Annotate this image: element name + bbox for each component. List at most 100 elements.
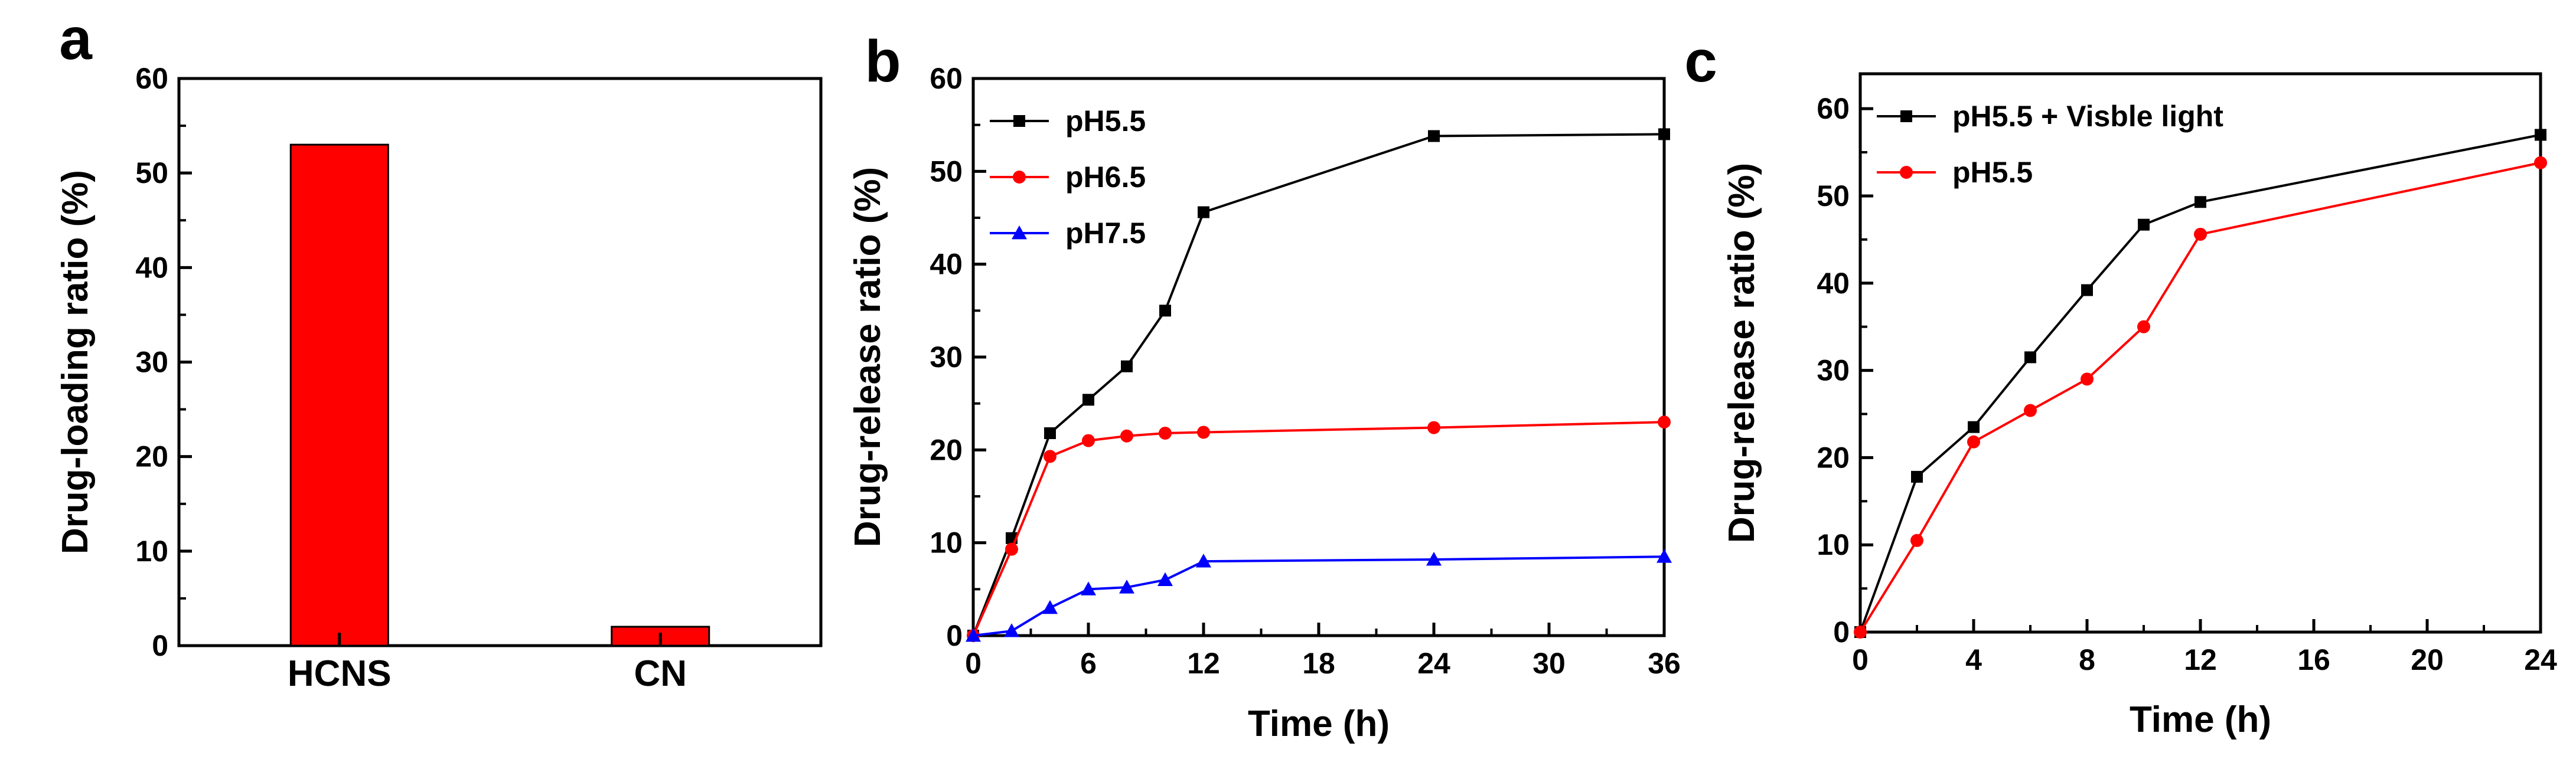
data-point-ph6-5 (1120, 429, 1133, 443)
y-tick-label: 30 (930, 341, 963, 374)
y-tick-label: 20 (930, 433, 963, 466)
legend-marker-ph5-5-visble-light (1900, 110, 1912, 122)
data-point-ph5-5-visble-light (2138, 218, 2150, 231)
data-point-ph5-5-visble-light (1911, 470, 1923, 483)
data-point-ph5-5 (2534, 156, 2547, 169)
data-point-ph7-5 (1657, 549, 1672, 563)
x-tick-label: 6 (1080, 647, 1097, 680)
data-point-ph6-5 (1197, 426, 1210, 439)
y-tick-label: 0 (946, 619, 963, 652)
data-point-ph6-5 (1658, 415, 1671, 429)
y-axis-title: Drug-release ratio (%) (1721, 163, 1762, 543)
data-point-ph5-5 (1910, 534, 1923, 547)
y-tick-label: 10 (135, 535, 168, 568)
data-point-ph7-5 (1004, 623, 1019, 637)
x-axis-title: Time (h) (2130, 699, 2271, 740)
panel-letter-b: b (865, 28, 901, 94)
y-tick-label: 30 (135, 346, 168, 379)
panel-letter-a: a (59, 6, 93, 72)
legend-label-ph5-5-visble-light: pH5.5 + Visble light (1952, 100, 2223, 133)
x-tick-label: 0 (1852, 643, 1869, 676)
x-axis-title: Time (h) (1248, 703, 1390, 744)
data-point-ph5-5 (2194, 227, 2207, 241)
y-tick-label: 10 (1817, 528, 1850, 561)
legend-marker-ph5-5 (1900, 166, 1913, 179)
data-point-ph5-5 (2081, 372, 2094, 386)
x-tick-label: 0 (965, 647, 982, 680)
y-tick-label: 40 (135, 251, 168, 284)
y-tick-label: 60 (930, 62, 963, 95)
data-point-ph7-5 (1119, 580, 1134, 594)
legend-label-ph5-5: pH5.5 (1065, 104, 1146, 138)
x-tick-label: 12 (2184, 643, 2217, 676)
data-point-ph5-5-visble-light (1968, 421, 1980, 433)
data-point-ph5-5 (1159, 305, 1171, 317)
data-point-ph7-5 (1081, 581, 1096, 595)
x-tick-label: 36 (1648, 647, 1681, 680)
y-tick-label: 50 (930, 155, 963, 188)
data-point-ph5-5 (2024, 404, 2037, 417)
y-tick-label: 50 (135, 156, 168, 189)
panel-b: b 0 10 20 30 40 50 60 Drug-release ratio (%) 0 6 1… (847, 28, 1681, 744)
plot-frame (177, 77, 823, 647)
y-tick-label: 10 (930, 526, 963, 559)
legend-marker-ph5-5 (1013, 115, 1025, 127)
data-point-ph5-5 (1082, 394, 1094, 406)
y-axis-title: Drug-release ratio (%) (847, 167, 888, 547)
x-tick-label: 30 (1532, 647, 1566, 680)
y-tick-label: 0 (1833, 616, 1850, 649)
data-point-ph7-5 (1196, 554, 1211, 568)
data-point-ph7-5 (1157, 572, 1173, 586)
panel-c: c 0 10 20 30 40 50 60 Drug-release ratio (%) 0 4 8… (1684, 28, 2557, 740)
data-point-ph5-5 (1658, 128, 1670, 140)
data-point-ph5-5 (1198, 206, 1209, 218)
data-point-ph6-5 (1044, 450, 1057, 463)
series-line-ph5-5-visble-light (1859, 133, 2541, 633)
legend-marker-ph7-5 (1012, 225, 1027, 240)
x-tick-label: 18 (1302, 647, 1335, 680)
y-tick-label: 0 (152, 629, 168, 662)
data-point-ph5-5 (1854, 626, 1867, 639)
x-tick-label: 8 (2079, 643, 2095, 676)
data-point-ph6-5 (1427, 421, 1440, 434)
y-tick-label: 20 (135, 440, 168, 473)
y-tick-label: 20 (1817, 441, 1850, 474)
y-tick-label: 60 (135, 62, 168, 95)
data-point-ph5-5 (2137, 320, 2150, 333)
legend-label-ph5-5: pH5.5 (1952, 156, 2033, 189)
data-point-ph5-5-visble-light (2535, 129, 2546, 141)
x-tick-label: 12 (1187, 647, 1220, 680)
y-tick-label: 40 (930, 248, 963, 281)
panel-a: a 0 10 20 30 40 50 60 Drug-loading ratio (%) HCN… (55, 6, 823, 694)
x-tick-label: 16 (2297, 643, 2330, 676)
data-point-ph5-5 (1967, 435, 1980, 449)
x-tick-label: 24 (2524, 643, 2557, 676)
data-point-ph6-5 (1082, 434, 1095, 447)
data-point-ph7-5 (1426, 551, 1442, 566)
data-point-ph5-5-visble-light (2195, 196, 2206, 208)
panel-letter-c: c (1684, 28, 1717, 94)
x-tick-label: 20 (2411, 643, 2444, 676)
series-line-ph6-5 (972, 421, 1665, 636)
bar-hcns (289, 143, 389, 647)
data-point-ph5-5-visble-light (2081, 284, 2093, 296)
data-point-ph5-5 (1428, 130, 1440, 142)
data-point-ph7-5 (966, 628, 981, 642)
x-tick-label: 24 (1417, 647, 1450, 680)
y-tick-label: 30 (1817, 354, 1850, 387)
y-tick-label: 60 (1817, 92, 1850, 125)
y-axis-title: Drug-loading ratio (%) (55, 170, 96, 554)
data-point-ph7-5 (1042, 600, 1058, 614)
x-tick-label: 4 (1965, 643, 1982, 676)
legend-label-ph7-5: pH7.5 (1065, 217, 1146, 250)
data-point-ph5-5-visble-light (2024, 351, 2036, 364)
category-label: CN (634, 653, 687, 694)
legend-label-ph6-5: pH6.5 (1065, 161, 1146, 194)
legend-marker-ph6-5 (1013, 171, 1026, 184)
category-label: HCNS (288, 653, 392, 694)
y-tick-label: 40 (1817, 267, 1850, 300)
y-tick-label: 50 (1817, 179, 1850, 212)
data-point-ph5-5 (1044, 427, 1056, 440)
data-point-ph6-5 (1159, 427, 1172, 440)
